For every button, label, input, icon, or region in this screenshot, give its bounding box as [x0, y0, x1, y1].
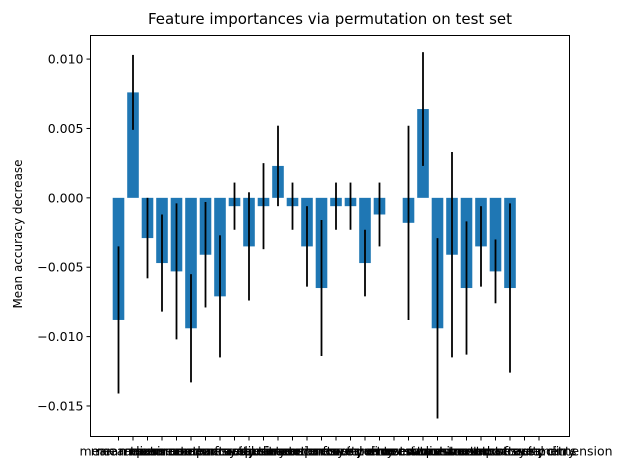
x-tick-label: mean compactness	[130, 444, 252, 459]
bars-group	[112, 92, 516, 329]
plot-frame	[90, 35, 570, 437]
x-tick-label: mean texture	[91, 444, 176, 459]
y-tick-label: −0.005	[37, 260, 83, 275]
y-tick-label: −0.010	[37, 329, 83, 344]
error-bars-group	[117, 52, 511, 419]
y-tick-label: 0.010	[48, 52, 84, 67]
x-tick-label: radius error	[227, 444, 301, 459]
bar	[185, 197, 197, 329]
y-tick-label: 0.000	[48, 190, 84, 205]
x-tick-label: worst fractal dimension	[465, 444, 612, 459]
y-axis-label: Mean accuracy decrease	[11, 159, 25, 308]
x-tick-label: worst area	[419, 444, 485, 459]
x-tick-label: area error	[276, 444, 339, 459]
x-tick-label: mean fractal dimension	[175, 444, 323, 459]
x-tick-label: worst symmetry	[474, 444, 576, 459]
y-axis-ticks: 0.010 0.005 0.000 −0.005 −0.010 −0.015	[37, 52, 91, 413]
x-tick-label: concavity error	[303, 444, 398, 459]
bar	[489, 197, 502, 272]
x-tick-label: mean perimeter	[97, 444, 199, 459]
x-tick-label: fractal dimension error	[322, 444, 466, 459]
x-tick-label: concave points error	[301, 444, 431, 459]
x-tick-label: worst concave points	[444, 444, 577, 459]
x-tick-label: mean radius	[79, 444, 157, 459]
x-tick-label: symmetry error	[331, 444, 429, 459]
x-tick-label: worst concavity	[446, 444, 545, 459]
x-tick-label: worst radius	[370, 444, 447, 459]
x-tick-label: smoothness error	[267, 444, 378, 459]
x-tick-label: mean concavity	[156, 444, 256, 459]
x-tick-label: worst compactness	[420, 444, 541, 459]
x-tick-label: worst smoothness	[410, 444, 524, 459]
x-tick-label: mean symmetry	[183, 444, 286, 459]
x-tick-label: mean area	[128, 444, 195, 459]
bar	[127, 92, 139, 198]
y-tick-label: −0.015	[37, 398, 83, 413]
x-tick-label: compactness error	[278, 444, 396, 459]
x-tick-label: mean smoothness	[119, 444, 234, 459]
x-tick-label: worst texture	[381, 444, 465, 459]
x-tick-label: texture error	[238, 444, 318, 459]
x-tick-label: perimeter error	[244, 444, 341, 459]
y-tick-label: 0.005	[48, 121, 84, 136]
chart-title: Feature importances via permutation on t…	[148, 10, 512, 28]
x-tick-label: worst perimeter	[387, 444, 488, 459]
x-tick-label: mean concave points	[153, 444, 287, 459]
